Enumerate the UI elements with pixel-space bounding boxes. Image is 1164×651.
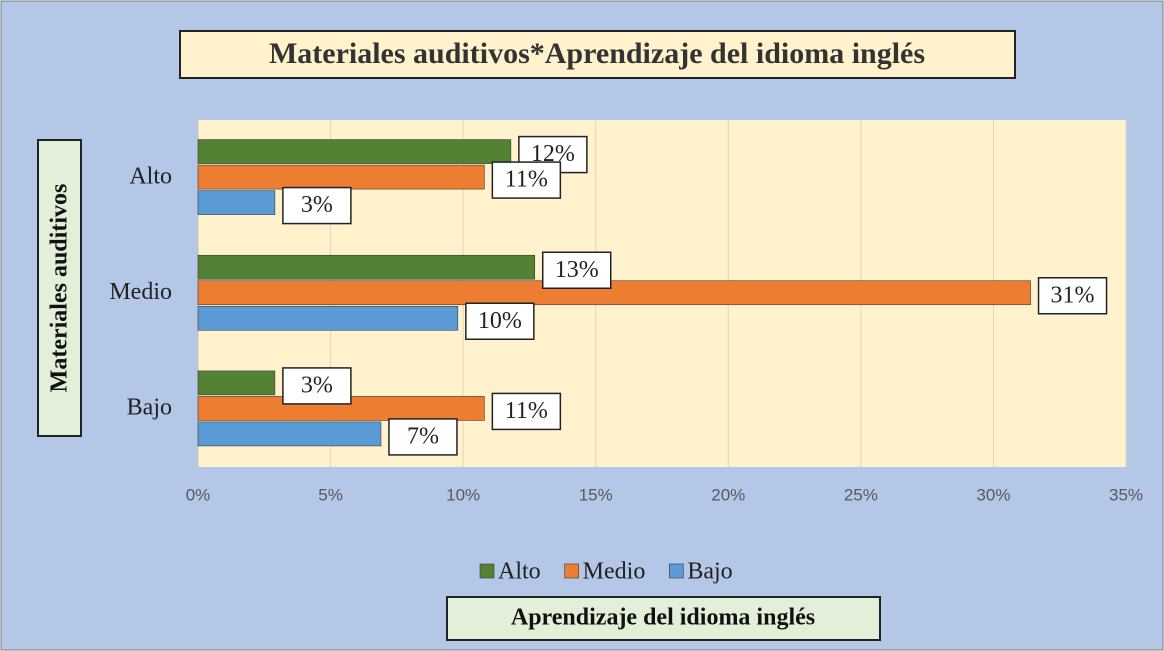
legend-label: Bajo: [687, 559, 732, 585]
value-label-box: [388, 418, 458, 456]
x-tick-label: 0%: [186, 485, 211, 504]
x-tick-label: 10%: [446, 485, 480, 504]
value-label: 11%: [505, 398, 548, 424]
value-label-box: [491, 392, 562, 431]
x-tick-label: 30%: [976, 485, 1010, 504]
title-box: [179, 30, 1016, 79]
x-tick-label: 35%: [1109, 485, 1143, 504]
bar: [197, 421, 382, 447]
value-label: 3%: [301, 192, 333, 218]
value-label: 13%: [555, 257, 599, 283]
marks: [197, 139, 1031, 447]
y-label-box: [37, 139, 82, 437]
legend-label: Alto: [498, 559, 541, 585]
x-tick-label: 25%: [844, 485, 878, 504]
y-tick-label: Medio: [109, 279, 172, 305]
legend-swatch: [669, 563, 684, 579]
value-label: 3%: [301, 372, 333, 398]
value-label-box: [282, 367, 352, 405]
bar: [197, 164, 485, 190]
bar: [197, 280, 1031, 306]
bar: [197, 139, 512, 164]
y-axis-title: Materiales auditivos: [47, 184, 73, 393]
value-label: 10%: [478, 308, 522, 334]
bar: [197, 370, 276, 396]
legend-swatch: [564, 563, 579, 579]
value-label-box: [491, 161, 562, 199]
value-label: 11%: [505, 167, 548, 193]
value-label-box: [541, 251, 612, 289]
value-label-box: [1037, 277, 1108, 315]
y-tick-label: Bajo: [127, 395, 172, 421]
bar: [197, 254, 536, 280]
value-label-box: [282, 186, 352, 225]
bar: [197, 190, 276, 215]
x-tick-label: 20%: [711, 485, 745, 504]
value-label: 31%: [1051, 282, 1095, 308]
x-tick-label: 15%: [579, 485, 613, 504]
x-tick-label: 5%: [318, 485, 343, 504]
chart-title: Materiales auditivos*Aprendizaje del idi…: [269, 37, 925, 70]
value-label: 7%: [407, 423, 439, 449]
legend-label: Medio: [583, 559, 646, 585]
x-axis-title: Aprendizaje del idioma inglés: [511, 605, 815, 631]
value-label-box: [465, 302, 535, 340]
y-tick-label: Alto: [129, 163, 172, 189]
bar: [197, 305, 459, 331]
x-label-box: [446, 596, 881, 641]
legend-swatch: [479, 563, 495, 579]
